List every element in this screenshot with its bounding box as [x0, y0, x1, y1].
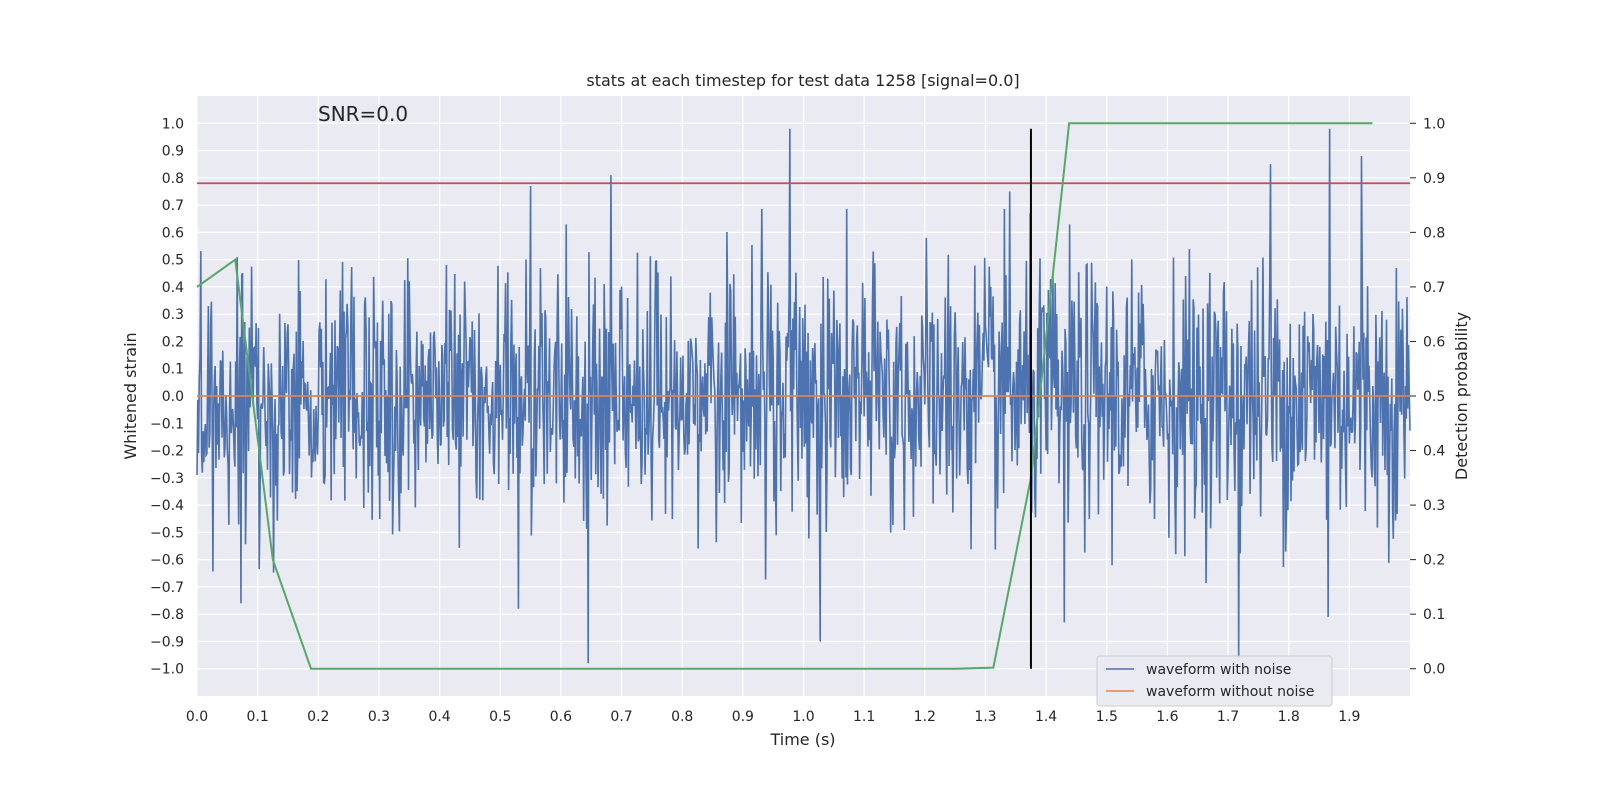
legend-label-noise: waveform with noise	[1146, 662, 1291, 678]
x-tick-label: 1.7	[1217, 709, 1239, 725]
plot-area	[196, 122, 1411, 670]
y-right-tick-label: 0.4	[1423, 444, 1445, 460]
y-right-tick-label: 0.0	[1423, 662, 1445, 678]
y-left-tick-label: 0.2	[162, 334, 184, 350]
y-right-tick-label: 0.2	[1423, 553, 1445, 569]
y-left-tick-label: 0.6	[162, 225, 184, 241]
x-tick-label: 1.1	[853, 709, 875, 725]
y-left-tick-label: 0.4	[162, 280, 184, 296]
y-left-tick-label: 0.7	[162, 198, 184, 214]
x-tick-label: 0.7	[610, 709, 632, 725]
y-left-tick-label: −0.7	[150, 580, 184, 596]
x-tick-label: 1.4	[1035, 709, 1057, 725]
y-left-tick-label: 0.8	[162, 171, 184, 187]
y-left-tick-label: −0.5	[150, 525, 184, 541]
x-tick-label: 1.0	[792, 709, 814, 725]
y-right-tick-label: 0.8	[1423, 225, 1445, 241]
y-left-tick-label: −0.2	[150, 444, 184, 460]
legend: waveform with noise waveform without noi…	[1096, 655, 1333, 707]
x-tick-label: 0.5	[489, 709, 511, 725]
y-left-axis-ticks: 1.0 0.9 0.8 0.7 0.6 0.5 0.4 0.3 0.2 0.1 0.0 −0.1 −0.…	[150, 116, 184, 677]
waveform-with-noise-line	[196, 128, 1411, 664]
legend-label-clean: waveform without noise	[1146, 684, 1314, 700]
y-left-tick-label: 1.0	[162, 116, 184, 132]
y-left-tick-label: −0.8	[150, 607, 184, 623]
x-tick-label: 0.9	[732, 709, 754, 725]
x-tick-label: 1.3	[974, 709, 996, 725]
x-tick-label: 0.6	[550, 709, 572, 725]
x-tick-label: 0.8	[671, 709, 693, 725]
y-right-tick-label: 0.1	[1423, 607, 1445, 623]
y-right-tick-label: 0.9	[1423, 171, 1445, 187]
snr-annotation: SNR=0.0	[318, 102, 408, 126]
x-tick-label: 1.5	[1096, 709, 1118, 725]
chart-title: stats at each timestep for test data 125…	[586, 71, 1019, 90]
y-right-axis-ticks: 1.0 0.9 0.8 0.7 0.6 0.5 0.4 0.3 0.2 0.1 0.0	[1410, 116, 1445, 678]
y-left-tick-label: −0.9	[150, 634, 184, 650]
y-left-tick-label: 0.9	[162, 144, 184, 160]
y-right-tick-label: 0.6	[1423, 334, 1445, 350]
y-right-tick-label: 0.3	[1423, 498, 1445, 514]
y-left-tick-label: 0.3	[162, 307, 184, 323]
x-tick-label: 0.0	[186, 709, 208, 725]
y-left-tick-label: 0.5	[162, 253, 184, 269]
y-right-tick-label: 0.7	[1423, 280, 1445, 296]
y-left-tick-label: −0.4	[150, 498, 184, 514]
legend-box	[1096, 655, 1333, 707]
y-left-tick-label: −0.1	[150, 416, 184, 432]
x-tick-label: 0.4	[428, 709, 450, 725]
detection-probability-line	[196, 122, 1373, 670]
y-right-axis-label: Detection probability	[1452, 312, 1471, 480]
x-tick-label: 0.3	[368, 709, 390, 725]
x-tick-label: 0.2	[307, 709, 329, 725]
y-left-tick-label: 0.0	[162, 389, 184, 405]
x-tick-label: 1.2	[914, 709, 936, 725]
x-axis-label: Time (s)	[769, 730, 835, 749]
x-tick-label: 1.8	[1278, 709, 1300, 725]
y-left-tick-label: −1.0	[150, 662, 184, 678]
x-axis-ticks: 0.0 0.1 0.2 0.3 0.4 0.5 0.6 0.7 0.8 0.9 1.0 1.1 1.2 1…	[186, 709, 1361, 725]
y-left-tick-label: −0.3	[150, 471, 184, 487]
x-tick-label: 1.6	[1156, 709, 1178, 725]
y-right-tick-label: 1.0	[1423, 116, 1445, 132]
y-left-axis-label: Whitened strain	[121, 332, 140, 459]
y-left-tick-label: −0.6	[150, 553, 184, 569]
x-tick-label: 1.9	[1338, 709, 1360, 725]
x-tick-label: 0.1	[247, 709, 269, 725]
y-left-tick-label: 0.1	[162, 362, 184, 378]
y-right-tick-label: 0.5	[1423, 389, 1445, 405]
